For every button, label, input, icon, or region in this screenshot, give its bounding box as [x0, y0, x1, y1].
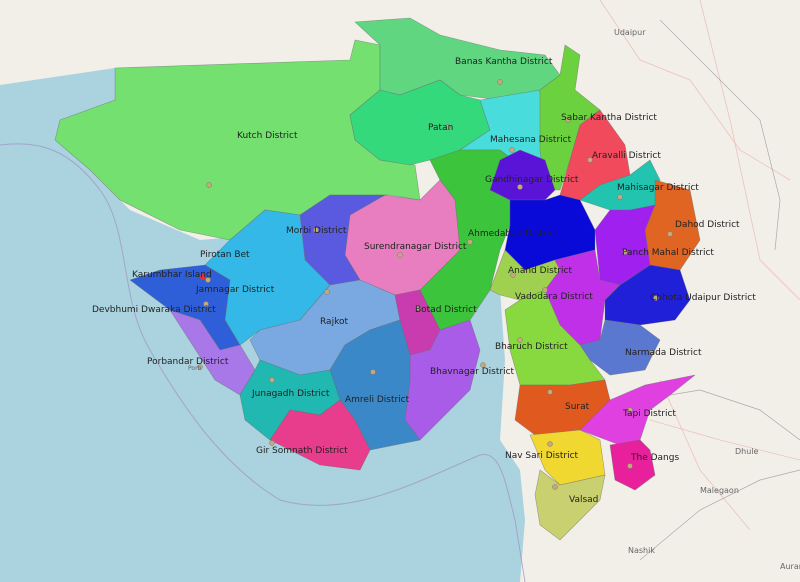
district-gir-somnath[interactable] — [269, 399, 371, 471]
district-narmada[interactable] — [579, 319, 661, 376]
districts — [54, 17, 701, 541]
label-nashik: Nashik — [628, 546, 655, 555]
district-centroid-dots — [197, 79, 673, 490]
maritime-boundary — [0, 143, 526, 582]
label-udaipur: Udaipur — [614, 28, 646, 37]
district-bharuch[interactable] — [504, 289, 606, 386]
district-gandhinagar[interactable] — [489, 149, 556, 201]
label-malegaon: Malegaon — [700, 486, 739, 495]
label-auran: Auran — [780, 562, 800, 571]
district-porbandar[interactable] — [169, 309, 256, 396]
label-porbandar-town: Porb — [188, 365, 202, 372]
label-dhule: Dhule — [735, 447, 759, 456]
district-chhota-udaipur[interactable] — [604, 264, 691, 326]
karumbhar-island-marker — [200, 274, 206, 280]
